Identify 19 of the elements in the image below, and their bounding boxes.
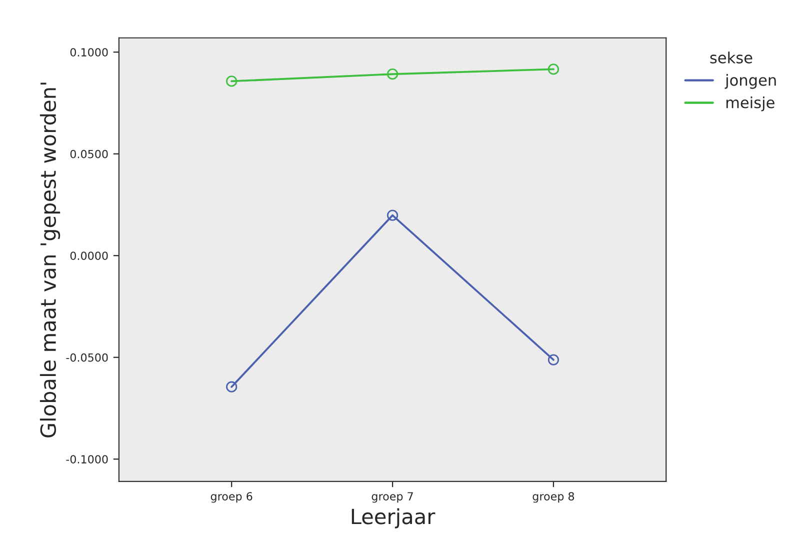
legend-label: jongen	[724, 74, 776, 89]
point	[548, 354, 560, 366]
legend-label: meisje	[726, 96, 774, 112]
x-tick-label: groep 8	[532, 492, 574, 503]
y-tick-label: 0.0500	[70, 150, 108, 158]
point	[226, 381, 238, 392]
x-tick-label: groep 7	[372, 492, 413, 503]
y-tick-label: -0.0500	[66, 353, 108, 362]
x-axis-title: Leerjaar	[352, 508, 436, 528]
y-axis-title: Globale maat van 'gepest worden'	[40, 82, 60, 438]
x-tick-label: groep 6	[210, 492, 252, 503]
point	[548, 64, 560, 75]
y-tick-label: 0.0000	[70, 252, 108, 260]
point	[386, 210, 398, 221]
point	[226, 76, 238, 87]
y-tick-label: 0.1000	[70, 48, 108, 56]
y-tick-label: -0.1000	[66, 455, 108, 464]
legend-title: sekse	[710, 52, 752, 64]
point	[386, 68, 398, 80]
